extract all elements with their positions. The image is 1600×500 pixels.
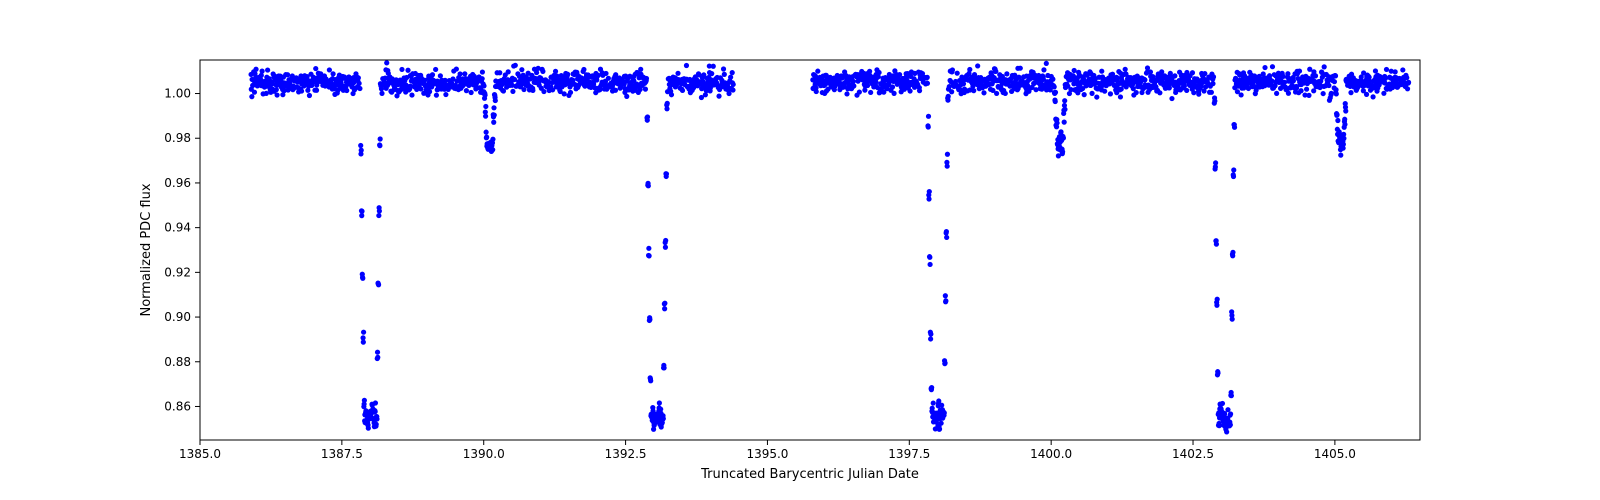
y-tick-label: 1.00 [164, 87, 191, 101]
chart-svg: 1385.0 1387.5 1390.0 1392.5 1395.0 1397.5 1400… [0, 0, 1600, 500]
x-tick-label: 1385.0 [179, 447, 221, 461]
x-tick-label: 1400.0 [1030, 447, 1072, 461]
y-tick-label: 0.94 [164, 221, 191, 235]
y-tick-label: 0.96 [164, 176, 191, 190]
y-axis-ticks: 0.86 0.88 0.90 0.92 0.94 0.96 0.98 1.00 [164, 87, 200, 414]
y-tick-label: 0.86 [164, 399, 191, 413]
x-tick-label: 1395.0 [746, 447, 788, 461]
y-tick-label: 0.98 [164, 131, 191, 145]
y-tick-label: 0.92 [164, 265, 191, 279]
x-tick-label: 1392.5 [605, 447, 647, 461]
x-axis-label: Truncated Barycentric Julian Date [700, 467, 919, 482]
y-axis-label: Normalized PDC flux [139, 183, 154, 316]
x-axis-ticks: 1385.0 1387.5 1390.0 1392.5 1395.0 1397.5 1400… [179, 440, 1356, 461]
x-tick-label: 1405.0 [1314, 447, 1356, 461]
x-tick-label: 1402.5 [1172, 447, 1214, 461]
y-tick-label: 0.90 [164, 310, 191, 324]
y-tick-label: 0.88 [164, 355, 191, 369]
lightcurve-chart: 1385.0 1387.5 1390.0 1392.5 1395.0 1397.5 1400… [0, 0, 1600, 500]
plot-area [200, 60, 1420, 440]
x-tick-label: 1390.0 [463, 447, 505, 461]
x-tick-label: 1397.5 [888, 447, 930, 461]
x-tick-label: 1387.5 [321, 447, 363, 461]
